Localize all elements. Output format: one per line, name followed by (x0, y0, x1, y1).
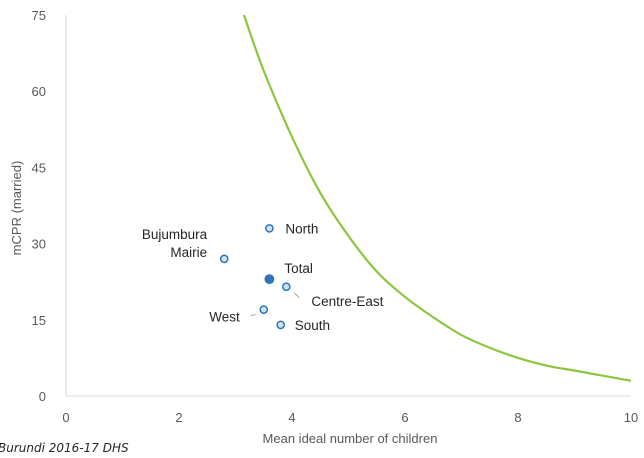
data-point-bujumbura-mairie (219, 254, 229, 264)
y-tick-label: 0 (39, 389, 46, 404)
point-label-total: Total (284, 261, 313, 276)
data-point-total (264, 274, 275, 285)
point-label-north: North (285, 221, 318, 236)
data-point-west (259, 305, 269, 314)
y-tick-label: 45 (32, 160, 46, 175)
y-tick-label: 15 (32, 313, 46, 328)
source-note: Burundi 2016-17 DHS (0, 441, 129, 455)
y-axis-label: mCPR (married) (9, 161, 24, 256)
x-tick-label: 2 (175, 410, 182, 425)
data-point-north (265, 224, 274, 233)
label-leader-centre-east (293, 292, 300, 299)
y-tick-label: 30 (32, 237, 46, 252)
point-label-bujumbura-mairie-line2: Mairie (170, 245, 207, 260)
curve-layer (242, 14, 632, 382)
point-labels: North Bujumbura Mairie Total Centre-East West… (142, 221, 384, 333)
axes: 0 15 30 45 60 75 0 2 4 6 8 10 (32, 8, 639, 425)
x-tick-label: 10 (624, 410, 638, 425)
data-point-centre-east (282, 282, 291, 292)
x-axis-label: Mean ideal number of children (263, 431, 438, 446)
point-label-bujumbura-mairie: Bujumbura (142, 227, 208, 242)
reference-curve (242, 14, 632, 382)
point-label-west: West (209, 310, 240, 325)
x-tick-label: 0 (62, 410, 69, 425)
y-tick-label: 60 (32, 84, 46, 99)
label-leader-west (250, 314, 256, 317)
point-label-centre-east: Centre-East (311, 294, 383, 309)
x-tick-label: 4 (288, 410, 295, 425)
point-label-south: South (295, 318, 330, 333)
data-point-south (276, 320, 286, 330)
x-tick-label: 8 (514, 410, 521, 425)
y-tick-label: 75 (32, 8, 46, 23)
x-tick-label: 6 (401, 410, 408, 425)
points-layer (219, 224, 291, 330)
